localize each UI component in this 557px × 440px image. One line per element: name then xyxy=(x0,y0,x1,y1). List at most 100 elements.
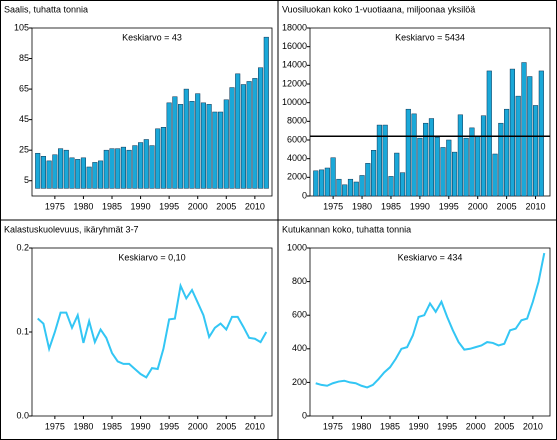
bar xyxy=(353,181,359,197)
bar xyxy=(452,151,458,197)
bar xyxy=(195,93,201,189)
bar xyxy=(155,128,161,189)
annotation: Keskiarvo = 43 xyxy=(122,32,182,42)
x-tick-label: 1990 xyxy=(131,421,151,431)
bar xyxy=(218,111,224,189)
bar xyxy=(235,73,241,189)
chart-title: Vuosiluokan koko 1-vuotiaana, miljoonaa … xyxy=(282,4,475,14)
bar xyxy=(521,62,527,197)
bar xyxy=(75,159,81,189)
x-tick-label: 1975 xyxy=(45,421,65,431)
bar xyxy=(365,163,371,197)
x-tick-label: 1985 xyxy=(380,421,400,431)
y-tick-label: 0 xyxy=(302,410,307,420)
annotation: Keskiarvo = 5434 xyxy=(395,32,465,42)
bar xyxy=(92,162,98,189)
y-tick-label: 800 xyxy=(292,276,307,286)
bar xyxy=(440,147,446,197)
x-tick-label: 2005 xyxy=(494,421,514,431)
y-tick-label: 0 xyxy=(302,190,307,200)
bar xyxy=(515,95,521,197)
bar xyxy=(69,157,75,189)
bar xyxy=(52,154,58,189)
y-tick-label: 0.1 xyxy=(16,326,29,336)
x-tick-label: 2010 xyxy=(523,421,543,431)
bar xyxy=(183,88,189,189)
bar xyxy=(126,149,132,189)
bar xyxy=(160,127,166,189)
plot-frame xyxy=(309,247,551,417)
y-tick-label: 5 xyxy=(24,175,29,185)
y-tick-label: 8000 xyxy=(287,116,307,126)
x-tick-label: 1990 xyxy=(131,201,151,211)
plot-frame xyxy=(31,27,273,197)
y-tick-label: 200 xyxy=(292,377,307,387)
bar xyxy=(313,170,319,197)
bar xyxy=(166,102,172,189)
x-tick-label: 2005 xyxy=(216,421,236,431)
bar xyxy=(132,145,138,189)
bar xyxy=(98,160,104,189)
bar xyxy=(382,124,388,197)
bar xyxy=(538,70,544,197)
x-tick-label: 2000 xyxy=(466,421,486,431)
bar xyxy=(532,105,539,197)
y-tick-label: 400 xyxy=(292,343,307,353)
x-tick-label: 1995 xyxy=(159,201,179,211)
y-tick-label: 4000 xyxy=(287,153,307,163)
x-tick-label: 1980 xyxy=(73,201,93,211)
bar xyxy=(475,136,481,197)
bar xyxy=(319,169,325,197)
bar xyxy=(258,67,264,189)
bar xyxy=(434,136,440,197)
bar xyxy=(469,127,475,197)
bar xyxy=(240,84,246,189)
bar xyxy=(252,78,258,189)
y-tick-label: 1000 xyxy=(287,242,307,252)
bar xyxy=(86,166,92,189)
bar xyxy=(504,108,510,197)
chart-title: Saalis, tuhatta tonnia xyxy=(4,4,88,14)
bar xyxy=(80,157,86,189)
y-tick-label: 600 xyxy=(292,310,307,320)
line xyxy=(315,252,546,389)
line xyxy=(37,282,268,379)
bar xyxy=(178,104,184,189)
bar xyxy=(143,139,149,189)
y-tick-label: 0.0 xyxy=(16,410,29,420)
bar xyxy=(428,118,435,197)
bar xyxy=(486,70,492,197)
y-tick-label: 2000 xyxy=(287,172,307,182)
bar xyxy=(223,99,229,189)
bar xyxy=(359,175,365,197)
bar xyxy=(336,178,342,197)
x-tick-label: 1985 xyxy=(381,201,401,211)
y-tick-label: 85 xyxy=(19,53,29,63)
bar xyxy=(58,148,64,189)
bar xyxy=(200,102,206,189)
bar xyxy=(417,137,423,197)
x-tick-label: 2005 xyxy=(497,201,517,211)
bar xyxy=(411,113,417,197)
bar xyxy=(492,153,498,197)
bar xyxy=(342,184,348,197)
bar xyxy=(120,146,126,189)
x-tick-label: 2000 xyxy=(468,201,488,211)
bar xyxy=(498,122,504,197)
x-tick-label: 2005 xyxy=(216,201,236,211)
bar xyxy=(206,104,212,189)
x-tick-label: 2010 xyxy=(245,201,265,211)
x-tick-label: 1980 xyxy=(351,421,371,431)
bar xyxy=(138,142,144,189)
bar xyxy=(115,148,121,189)
x-tick-label: 1990 xyxy=(409,421,429,431)
bar xyxy=(246,81,252,189)
x-tick-label: 1980 xyxy=(352,201,372,211)
bar xyxy=(212,111,218,189)
bar xyxy=(189,101,195,189)
x-tick-label: 1995 xyxy=(437,421,457,431)
x-tick-label: 2000 xyxy=(188,201,208,211)
bar xyxy=(324,167,330,197)
bar xyxy=(388,176,394,197)
y-tick-label: 25 xyxy=(19,145,29,155)
